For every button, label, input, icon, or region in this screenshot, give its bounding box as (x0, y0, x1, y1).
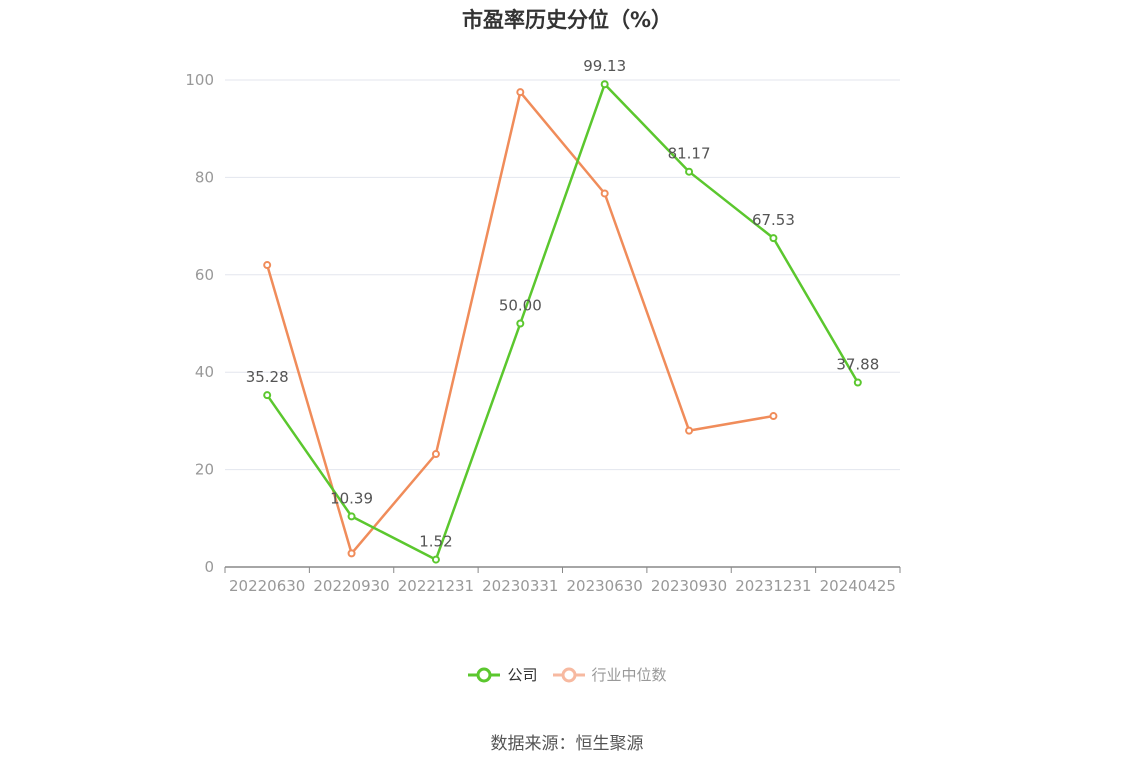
legend-label-company: 公司 (507, 666, 538, 684)
chart-title: 市盈率历史分位（%） (461, 8, 673, 32)
data-label: 35.28 (246, 368, 289, 386)
data-point-company (600, 80, 609, 89)
legend-item-company[interactable]: 公司 (467, 664, 538, 685)
y-tick-label: 0 (204, 558, 214, 576)
data-point-industry-median (600, 189, 609, 198)
data-label: 67.53 (752, 211, 795, 229)
x-tick-label: 20220930 (313, 577, 389, 595)
series-layer (263, 80, 862, 564)
legend-line-marker-icon (552, 667, 585, 682)
data-label: 37.88 (836, 356, 879, 374)
x-tick-label: 20230331 (482, 577, 558, 595)
y-tick-label: 80 (195, 168, 214, 186)
data-point-industry-median (347, 549, 356, 558)
grid-lines (225, 79, 900, 471)
x-tick-label: 20230930 (651, 577, 727, 595)
data-label: 50.00 (499, 297, 542, 315)
data-point-industry-median (769, 412, 778, 421)
legend-label-industry-median: 行业中位数 (591, 666, 667, 684)
data-source: 数据来源：恒生聚源 (490, 734, 644, 754)
data-point-company (769, 234, 778, 243)
y-tick-label: 60 (195, 266, 214, 284)
y-axis: 0 20 40 60 80 100 (185, 71, 214, 576)
data-label: 1.52 (419, 533, 452, 551)
legend-item-industry-median[interactable]: 行业中位数 (552, 664, 667, 685)
data-label: 81.17 (668, 145, 711, 163)
data-point-industry-median (263, 261, 272, 270)
data-point-company (853, 378, 862, 387)
data-labels: 35.28 10.39 1.52 50.00 99.13 81.17 67.53 37.88 (246, 57, 880, 550)
y-tick-label: 40 (195, 363, 214, 381)
data-point-industry-median (431, 450, 440, 459)
y-tick-label: 20 (195, 461, 214, 479)
data-point-industry-median (685, 426, 694, 435)
data-point-company (431, 555, 440, 564)
legend: 公司 行业中位数 (0, 664, 1134, 685)
x-axis: 20220630 20220930 20221231 20230331 20230630… (224, 566, 901, 595)
data-point-company (516, 319, 525, 328)
y-tick-label: 100 (185, 71, 214, 89)
x-tick-label: 20230630 (567, 577, 643, 595)
data-label: 10.39 (330, 489, 373, 507)
x-tick-label: 20221231 (398, 577, 474, 595)
data-point-company (263, 391, 272, 400)
x-tick-label: 20220630 (229, 577, 305, 595)
data-point-industry-median (516, 88, 525, 97)
x-tick-label: 20231231 (735, 577, 811, 595)
legend-line-marker-icon (468, 667, 501, 682)
data-point-company (347, 512, 356, 521)
data-label: 99.13 (583, 57, 626, 75)
data-point-company (685, 167, 694, 176)
x-tick-label: 20240425 (820, 577, 896, 595)
series-line-company (266, 82, 859, 561)
